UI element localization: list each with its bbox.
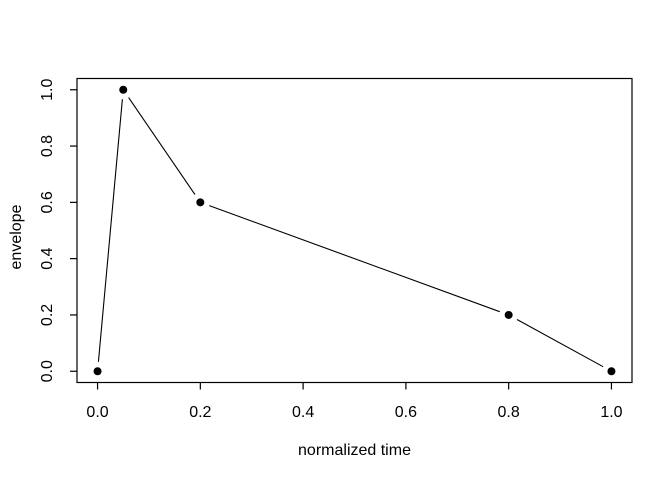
data-point bbox=[119, 85, 128, 94]
y-tick-label: 0.0 bbox=[39, 360, 56, 382]
y-tick-label: 0.8 bbox=[39, 135, 56, 157]
series-line-segment bbox=[128, 97, 196, 195]
data-point bbox=[607, 367, 616, 376]
data-point bbox=[93, 367, 102, 376]
x-tick-label: 0.6 bbox=[395, 404, 417, 421]
y-tick-label: 1.0 bbox=[39, 79, 56, 101]
x-tick-label: 0.2 bbox=[189, 404, 211, 421]
y-tick-label: 0.6 bbox=[39, 191, 56, 213]
data-point bbox=[504, 310, 513, 319]
data-point bbox=[196, 198, 205, 207]
x-tick-label: 0.0 bbox=[86, 404, 108, 421]
y-tick-label: 0.2 bbox=[39, 304, 56, 326]
plot-border bbox=[76, 77, 633, 384]
y-tick-label: 0.4 bbox=[39, 247, 56, 269]
y-axis-label: envelope bbox=[8, 204, 25, 269]
series-line-segment bbox=[97, 99, 123, 362]
series-line-segment bbox=[209, 205, 500, 313]
x-tick-label: 1.0 bbox=[600, 404, 622, 421]
x-axis-label: normalized time bbox=[298, 442, 411, 459]
series-line-segment bbox=[516, 319, 604, 368]
plot-content: 0.0 0.2 0.4 0.6 0.8 1.0 0.0 0.2 0.4 0.6 0.8 1.0 bbox=[39, 79, 623, 421]
x-tick-label: 0.8 bbox=[498, 404, 520, 421]
x-tick-label: 0.4 bbox=[292, 404, 314, 421]
